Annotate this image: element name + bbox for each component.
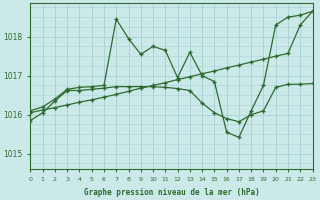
X-axis label: Graphe pression niveau de la mer (hPa): Graphe pression niveau de la mer (hPa): [84, 188, 259, 197]
